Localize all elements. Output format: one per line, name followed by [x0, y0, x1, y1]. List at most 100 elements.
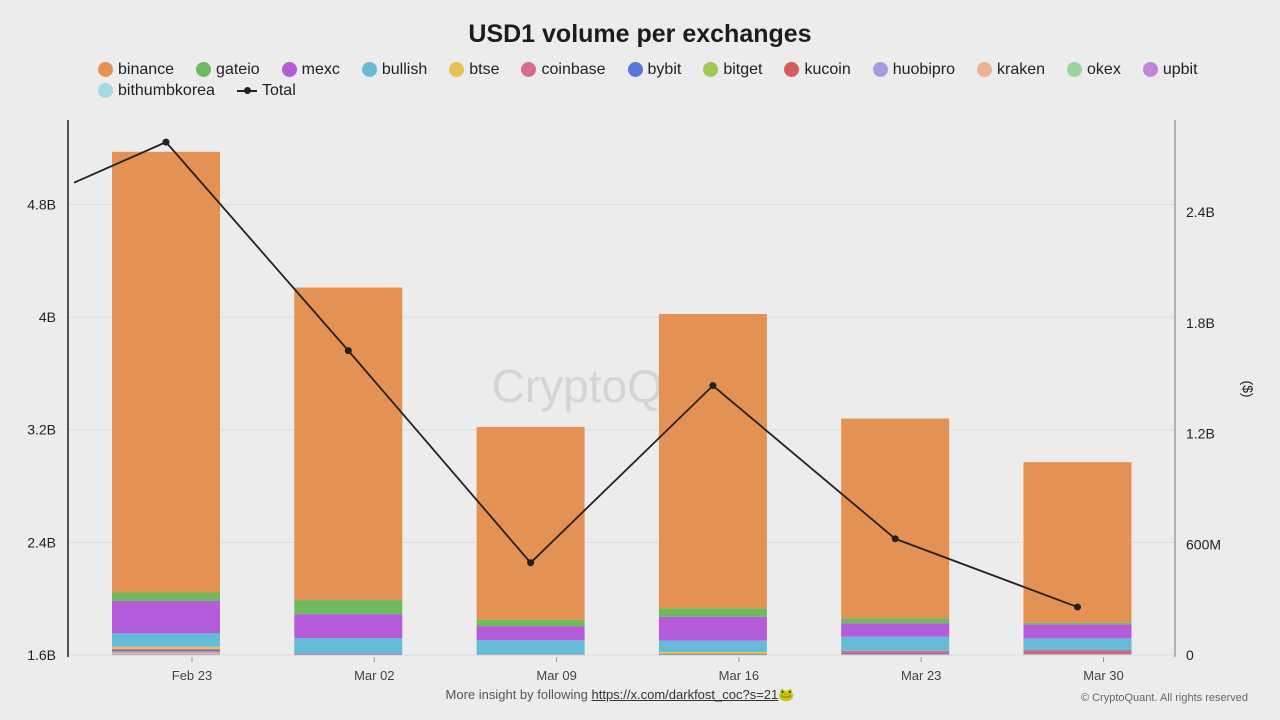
legend-swatch-icon: [281, 62, 297, 77]
chart-legend: binance gateio mexc bullish btse coinbase bybi…: [98, 61, 1208, 99]
legend-swatch-icon: [1067, 62, 1083, 77]
bar-segment-mexc: [112, 600, 220, 634]
bar-segment-okex: [1023, 654, 1132, 655]
right-tick-label: 0: [1186, 647, 1194, 663]
bar-segment-btse: [112, 646, 220, 649]
legend-swatch-icon: [784, 62, 800, 77]
bar-segment-bitget: [112, 651, 220, 652]
right-tick-label: 600M: [1186, 536, 1221, 552]
bar-segment-binance: [1023, 462, 1132, 623]
footer-insight: More insight by following https://x.com/…: [0, 687, 1240, 703]
bar-segment-bybit: [841, 652, 950, 653]
legend-label: mexc: [301, 61, 340, 78]
legend-label: gateio: [216, 61, 260, 78]
legend-swatch-icon: [977, 62, 992, 77]
bar-segment-bullish: [658, 640, 767, 652]
legend-item-bithumbkorea[interactable]: bithumbkorea: [98, 82, 215, 99]
legend-item-mexc[interactable]: mexc: [281, 61, 340, 78]
legend-item-kucoin[interactable]: kucoin: [784, 61, 851, 78]
bar-segment-bullish: [841, 636, 950, 651]
total-point: [344, 347, 352, 355]
legend-swatch-icon: [196, 62, 212, 77]
legend-label: kraken: [997, 61, 1046, 78]
bar-segment-kucoin: [1023, 651, 1132, 654]
legend-item-huobipro[interactable]: huobipro: [872, 61, 955, 78]
legend-swatch-icon: [627, 62, 643, 77]
bar-segment-bybit: [1023, 651, 1132, 652]
bar-segment-bithumbkorea: [112, 654, 220, 656]
legend-swatch-icon: [521, 62, 537, 77]
bar-segment-bybit: [112, 649, 220, 652]
x-tick-label: Feb 23: [172, 668, 212, 683]
legend-label: bitget: [723, 61, 763, 78]
footer-link[interactable]: https://x.com/darkfost_coc?s=21: [591, 687, 779, 702]
bar-segment-binance: [112, 151, 220, 593]
x-tick-label: Mar 16: [719, 668, 759, 683]
left-tick-label: 2.4B: [27, 534, 56, 550]
left-tick-label: 1.6B: [27, 647, 56, 663]
bar-segment-bybit: [294, 654, 403, 655]
bar-segment-gateio: [294, 600, 403, 615]
bar-segment-kucoin: [841, 652, 950, 655]
legend-item-gateio[interactable]: gateio: [196, 61, 260, 78]
right-axis-label: ($): [1240, 380, 1256, 397]
bar-segment-binance: [294, 287, 403, 601]
bar-segment-huobipro: [1023, 653, 1132, 655]
legend-item-total[interactable]: Total: [236, 82, 296, 99]
bar-segment-upbit: [112, 654, 220, 655]
bar-segment-coinbase: [112, 648, 220, 650]
chart-title: USD1 volume per exchanges: [468, 20, 812, 48]
bar-segment-huobipro: [841, 654, 950, 655]
bar-segment-okex: [112, 654, 220, 655]
legend-label: bullish: [381, 61, 428, 78]
total-point: [709, 382, 717, 390]
legend-label: Total: [261, 82, 296, 99]
bar-segment-btse: [658, 651, 767, 654]
bar-segment-binance: [476, 426, 585, 620]
bar-segment-gateio: [1023, 622, 1132, 625]
bar-segment-coinbase: [658, 653, 767, 655]
copyright-notice: © CryptoQuant. All rights reserved: [1080, 692, 1248, 704]
legend-item-coinbase[interactable]: coinbase: [521, 61, 606, 78]
legend-item-bitget[interactable]: bitget: [703, 61, 762, 78]
x-tick-label: Mar 23: [901, 668, 941, 683]
legend-item-kraken[interactable]: kraken: [977, 61, 1045, 78]
right-tick-label: 1.2B: [1186, 426, 1215, 442]
legend-swatch-icon: [361, 62, 377, 77]
bar-segment-mexc: [1023, 624, 1132, 639]
legend-label: binance: [118, 61, 175, 78]
legend-label: coinbase: [541, 61, 606, 78]
legend-line-icon: [236, 83, 257, 98]
legend-label: btse: [469, 61, 500, 78]
legend-item-binance[interactable]: binance: [98, 61, 174, 78]
legend-label: bithumbkorea: [118, 82, 215, 99]
bar-segment-bullish: [294, 638, 403, 654]
footer-text: More insight by following: [445, 687, 592, 702]
legend-item-btse[interactable]: btse: [449, 61, 499, 78]
legend-label: huobipro: [892, 61, 955, 78]
bar-segment-bullish: [112, 633, 220, 647]
x-tick-label: Mar 02: [354, 668, 394, 683]
bar-segment-gateio: [658, 608, 767, 617]
legend-item-bullish[interactable]: bullish: [361, 61, 428, 78]
bar-segment-gateio: [476, 619, 585, 627]
bar-segment-coinbase: [294, 653, 403, 655]
legend-swatch-icon: [98, 83, 113, 98]
bar-segment-coinbase: [841, 650, 950, 653]
right-tick-label: 2.4B: [1186, 204, 1215, 220]
bar-segment-kucoin: [112, 651, 220, 653]
bar-segment-okex: [476, 654, 585, 656]
left-tick-label: 4.8B: [27, 196, 56, 212]
legend-item-bybit[interactable]: bybit: [627, 61, 681, 78]
legend-label: okex: [1087, 61, 1121, 78]
legend-swatch-icon: [872, 62, 888, 77]
legend-item-upbit[interactable]: upbit: [1142, 61, 1198, 78]
legend-swatch-icon: [98, 62, 113, 77]
bar-segment-bybit: [658, 654, 767, 655]
bar-segment-huobipro: [112, 652, 220, 653]
x-tick-label: Mar 30: [1083, 668, 1123, 683]
total-point: [162, 138, 170, 146]
total-point: [527, 559, 535, 567]
legend-item-okex[interactable]: okex: [1067, 61, 1121, 78]
